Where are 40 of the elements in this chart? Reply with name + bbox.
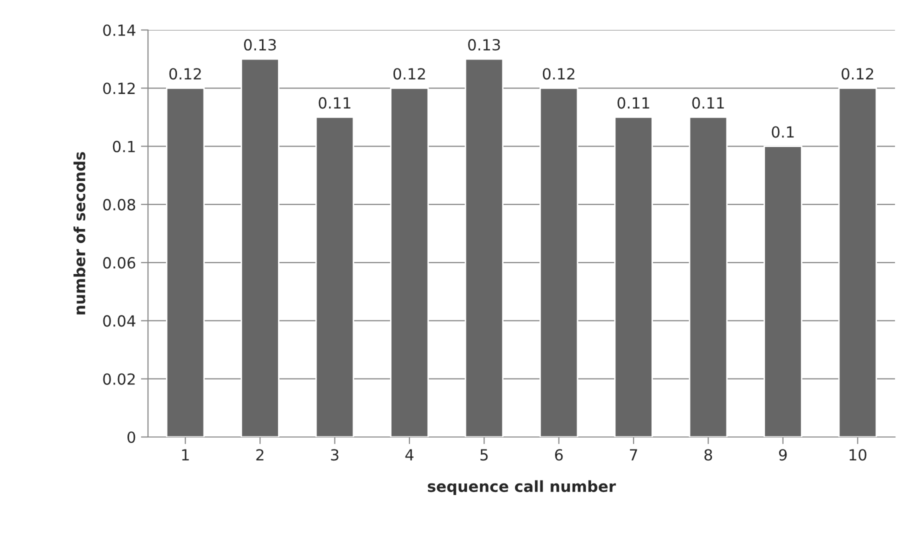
y-tick-label: 0.06	[103, 257, 136, 269]
y-tick-label: 0.08	[103, 198, 136, 210]
x-tick-label: 1	[182, 449, 189, 460]
data-label: 0.12	[542, 68, 574, 80]
data-label: 0.12	[169, 68, 201, 80]
bar	[390, 87, 429, 437]
y-tick-label: 0.14	[103, 24, 136, 36]
data-label: 0.13	[244, 39, 276, 51]
y-tick-label: 0.12	[103, 82, 135, 94]
x-tick-label: 10	[850, 449, 866, 461]
x-tick-label: 6	[555, 449, 563, 461]
data-label: 0.11	[618, 97, 650, 109]
data-label: 0.11	[692, 97, 724, 109]
bar	[838, 87, 878, 437]
bar	[315, 116, 354, 437]
bar	[539, 87, 578, 437]
y-axis-title: number of seconds	[74, 152, 86, 314]
x-tick-label: 8	[704, 449, 712, 461]
x-tick-label: 5	[480, 449, 488, 461]
y-tick-label: 0.04	[103, 315, 136, 327]
data-label: 0.13	[468, 39, 500, 51]
bar	[764, 146, 802, 437]
bar	[614, 116, 653, 437]
bar	[464, 58, 504, 437]
y-tick-label: 0.02	[103, 373, 135, 385]
x-tick-label: 9	[779, 449, 787, 461]
bar	[688, 116, 728, 437]
y-tick-label: 0	[127, 431, 136, 444]
bar	[240, 58, 280, 437]
x-tick-label: 3	[331, 449, 338, 461]
x-tick-label: 2	[256, 449, 264, 460]
bar	[166, 87, 205, 437]
x-axis-title: sequence call number	[428, 480, 616, 496]
x-tick-label: 7	[630, 449, 638, 460]
x-tick-label: 4	[405, 449, 414, 460]
data-label: 0.12	[393, 68, 425, 80]
data-label: 0.12	[842, 68, 874, 80]
data-label: 0.1	[772, 126, 794, 138]
y-tick-label: 0.1	[112, 140, 135, 152]
data-label: 0.11	[318, 97, 350, 109]
